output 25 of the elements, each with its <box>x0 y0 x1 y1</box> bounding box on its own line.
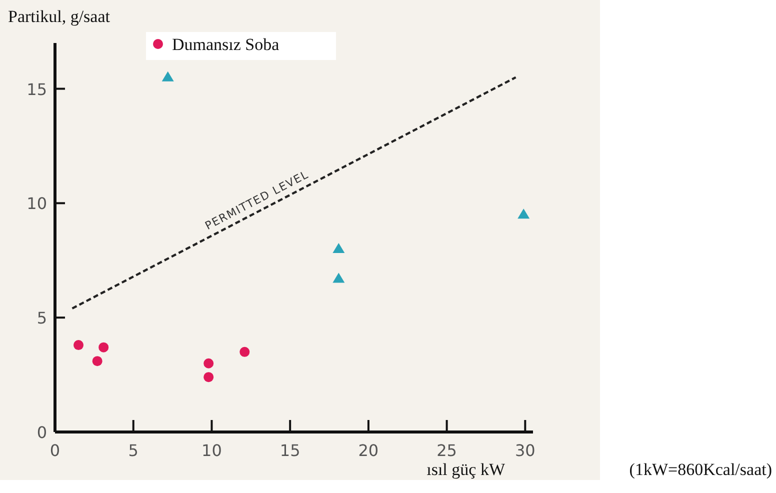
y-tick-label: 10 <box>26 194 47 214</box>
x-tick-label: 10 <box>202 441 222 460</box>
x-tick-label: 15 <box>280 441 300 460</box>
x-tick-label: 20 <box>358 441 379 460</box>
point <box>98 342 109 352</box>
point <box>204 358 214 368</box>
x-tick-label: 30 <box>514 441 536 460</box>
text: (1kW=860Kcal/saat) <box>629 460 772 479</box>
point <box>240 346 250 357</box>
x-axis-title: ısıl güç kW <box>426 460 506 479</box>
point <box>332 242 345 253</box>
point <box>518 208 530 219</box>
x-tick-label: 25 <box>436 441 457 460</box>
point <box>74 340 84 350</box>
point <box>204 372 214 382</box>
point <box>162 71 174 82</box>
y-axis-title: Partikul, g/saat <box>8 7 110 26</box>
point <box>92 356 102 366</box>
x-tick-label: 5 <box>128 441 138 460</box>
legend-label: Dumansız Soba <box>172 35 280 54</box>
point <box>332 272 345 283</box>
x-tick-label: 0 <box>50 441 60 460</box>
y-tick-label: 5 <box>36 308 47 328</box>
y-tick-label: 15 <box>26 80 47 99</box>
y-tick-label: 0 <box>36 423 47 442</box>
